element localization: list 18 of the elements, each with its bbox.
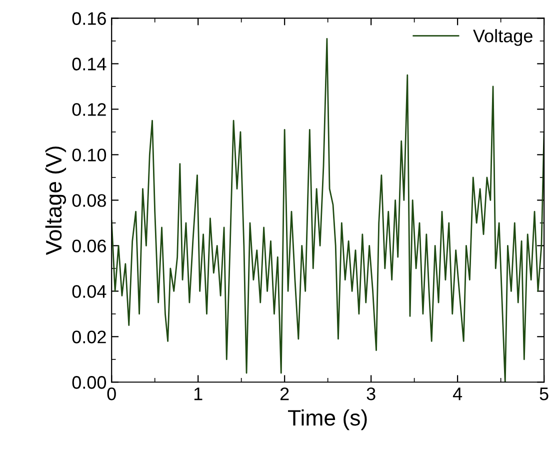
y-tick-label: 0.10 [72, 148, 106, 162]
x-tick-label: 3 [366, 387, 376, 400]
y-tick-label: 0.06 [72, 240, 106, 252]
x-tick-label: 2 [280, 387, 289, 400]
x-tick-label: 4 [452, 388, 462, 400]
y-tick-label: 0.16 [72, 12, 106, 25]
x-axis-title: Time (s) [288, 409, 367, 430]
y-tick-label: 0.04 [72, 285, 106, 298]
y-tick-label: 0.02 [72, 330, 106, 344]
x-tick-label: 5 [540, 388, 548, 400]
legend-label: Voltage [473, 29, 532, 46]
y-tick-label: 0.12 [72, 103, 106, 116]
y-tick-label: 0.14 [72, 58, 106, 70]
x-tick-label: 0 [107, 387, 116, 400]
x-tick-label: 1 [194, 388, 202, 400]
y-tick-label: 0.08 [72, 194, 106, 207]
y-axis-title: Voltage (V) [45, 146, 66, 256]
y-tick-label: 0.00 [72, 376, 106, 389]
